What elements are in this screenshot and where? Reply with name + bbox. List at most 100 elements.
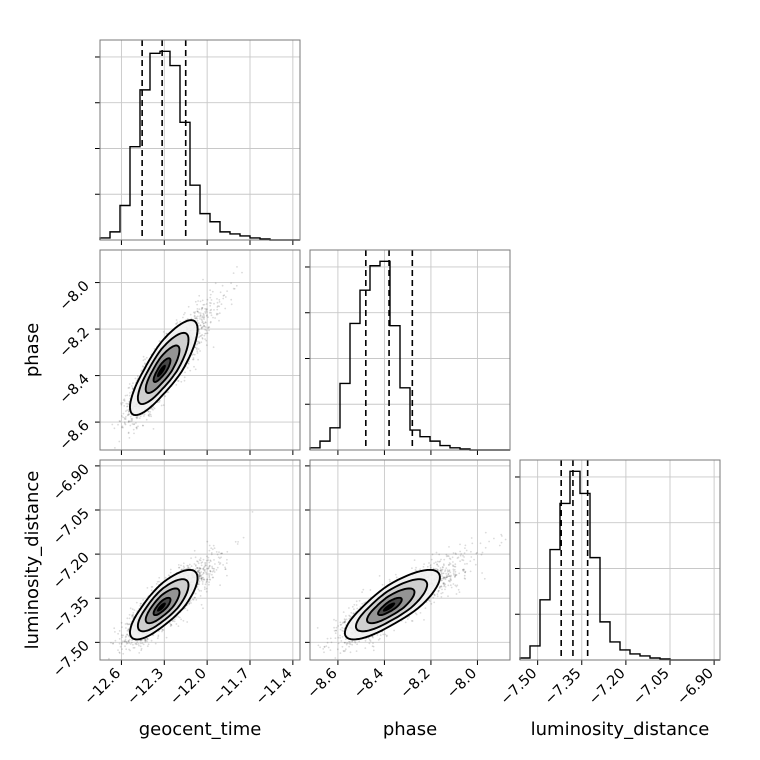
sample-point: [124, 418, 127, 420]
sample-point: [111, 423, 114, 426]
sample-point: [207, 326, 210, 329]
sample-point: [210, 314, 213, 317]
sample-point: [128, 648, 131, 651]
sample-point: [201, 573, 204, 576]
sample-point: [200, 577, 203, 579]
sample-point: [201, 334, 204, 336]
sample-point: [200, 574, 202, 577]
sample-point: [130, 641, 133, 644]
sample-point: [206, 580, 208, 583]
sample-point: [204, 583, 207, 586]
sample-point: [200, 334, 203, 337]
sample-point: [448, 557, 451, 560]
sample-point: [112, 642, 114, 645]
sample-point: [209, 321, 212, 324]
sample-point: [444, 583, 447, 586]
sample-point: [236, 543, 239, 545]
sample-point: [201, 299, 204, 302]
sample-point: [175, 623, 178, 625]
sample-point: [118, 642, 121, 645]
sample-point: [177, 380, 180, 382]
panel-grid: [95, 460, 300, 665]
sample-point: [202, 567, 204, 570]
sample-point: [167, 574, 170, 577]
sample-point: [141, 642, 144, 645]
sample-point: [186, 609, 189, 612]
sample-point: [188, 563, 191, 566]
sample-point: [221, 284, 224, 287]
sample-point: [196, 350, 199, 352]
sample-point: [175, 322, 178, 325]
sample-point: [213, 302, 215, 305]
sample-point: [172, 620, 174, 622]
sample-point: [198, 577, 201, 579]
sample-point: [129, 424, 132, 427]
sample-point: [199, 312, 202, 314]
sample-point: [110, 455, 112, 457]
sample-point: [135, 601, 138, 604]
sample-point: [130, 418, 133, 420]
sample-point: [193, 312, 196, 315]
sample-point: [124, 645, 126, 648]
sample-point: [208, 564, 211, 567]
sample-point: [193, 317, 196, 320]
sample-point: [127, 421, 130, 424]
sample-point: [203, 570, 206, 572]
sample-point: [205, 562, 207, 564]
sample-point: [395, 576, 398, 579]
sample-point: [198, 559, 201, 561]
sample-point: [226, 558, 228, 561]
sample-point: [125, 635, 127, 638]
sample-point: [196, 567, 199, 569]
sample-point: [200, 326, 203, 329]
sample-point: [140, 370, 143, 372]
sample-point: [206, 555, 208, 558]
sample-point: [211, 290, 214, 293]
sample-point: [122, 412, 125, 415]
sample-point: [123, 640, 126, 643]
sample-point: [127, 623, 130, 626]
sample-point: [199, 567, 202, 570]
sample-point: [199, 595, 202, 597]
sample-point: [200, 579, 203, 582]
sample-point: [198, 341, 201, 343]
sample-point: [216, 553, 219, 556]
sample-point: [216, 313, 218, 316]
sample-point: [197, 340, 199, 343]
sample-point: [180, 568, 183, 571]
sample-point: [209, 320, 212, 323]
sample-point: [136, 643, 138, 646]
sample-point: [187, 362, 190, 365]
sample-point: [333, 618, 335, 621]
sample-point: [207, 567, 210, 570]
sample-point: [442, 563, 445, 566]
sample-point: [187, 566, 190, 569]
sample-point: [218, 551, 220, 553]
sample-point: [139, 639, 142, 642]
sample-point: [202, 303, 205, 306]
sample-point: [122, 661, 124, 663]
sample-point: [195, 316, 198, 318]
sample-point: [236, 266, 238, 268]
sample-point: [193, 596, 196, 599]
sample-point: [210, 553, 213, 556]
sample-point: [198, 308, 201, 310]
sample-point: [187, 305, 190, 308]
sample-point: [180, 618, 183, 621]
sample-point: [132, 643, 134, 646]
contour-level-3: [136, 578, 190, 633]
sample-point: [125, 410, 127, 412]
sample-point: [194, 592, 197, 595]
sample-point: [206, 298, 209, 301]
sample-point: [437, 569, 439, 571]
sample-point: [134, 643, 137, 645]
sample-point: [217, 305, 219, 307]
sample-point: [144, 638, 147, 641]
sample-point: [202, 607, 204, 610]
sample-point: [188, 602, 190, 605]
histogram-panel-geocent-time: [95, 39, 301, 245]
sample-point: [180, 564, 182, 567]
sample-point: [203, 325, 205, 327]
sample-point: [135, 427, 138, 430]
sample-point: [198, 569, 201, 572]
